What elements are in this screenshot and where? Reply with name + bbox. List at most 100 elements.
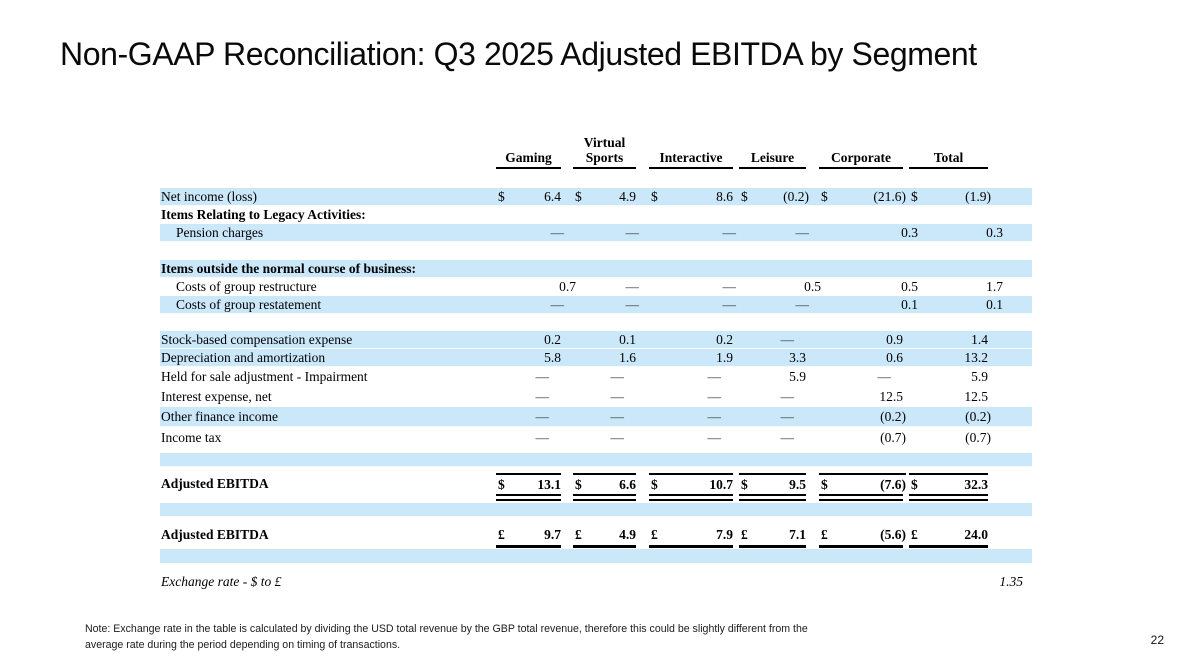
cell-content xyxy=(739,545,806,548)
cell-corporate: $ (7.6) xyxy=(819,473,908,494)
row-filler xyxy=(1008,224,1032,242)
cell-interactive: — xyxy=(664,278,753,296)
row-label: Held for sale adjustment - Impairment xyxy=(161,369,368,384)
cell-value: — xyxy=(707,389,722,404)
cell-content: $13.1 xyxy=(496,473,561,495)
cell-content: — xyxy=(649,427,733,448)
cell-content xyxy=(573,453,636,467)
cell-content xyxy=(573,260,636,278)
cell-content: (0.2) xyxy=(819,407,906,427)
row-label: Items Relating to Legacy Activities: xyxy=(161,207,366,222)
cell-leisure: £7.1 xyxy=(739,525,811,545)
currency-symbol: $ xyxy=(651,189,658,204)
cell-content: £ (5.6) xyxy=(819,525,906,545)
table-row xyxy=(160,494,1032,503)
row-label: Adjusted EBITDA xyxy=(161,476,269,491)
row-filler xyxy=(993,387,1032,407)
cell-content: $4.9 xyxy=(573,188,636,206)
cell-content: — xyxy=(496,367,561,387)
cell-total: 13.2 xyxy=(909,349,993,367)
cell-value: 13.2 xyxy=(964,350,988,365)
exchange-rate-value: 1.35 xyxy=(999,574,1023,589)
table-row: Costs of group restructure 0.7 — — 0.5 0.5 1.7 xyxy=(160,278,1032,296)
table-row: Other finance income — — — — (0.2) (0.2) xyxy=(160,407,1032,427)
cell-leisure xyxy=(739,314,811,331)
cell-content: — xyxy=(664,296,748,314)
cell-value: — xyxy=(550,297,565,312)
cell-content: $9.5 xyxy=(739,473,806,495)
row-filler xyxy=(993,349,1032,367)
cell-value: — xyxy=(795,297,810,312)
currency-symbol: $ xyxy=(651,477,658,492)
cell-total xyxy=(909,503,993,517)
column-header-virtual-sports: Virtual Sports xyxy=(573,124,641,169)
cell-value: 1.4 xyxy=(971,332,988,347)
cell-corporate: 0.5 xyxy=(834,278,923,296)
cell-leisure xyxy=(739,453,811,467)
cell-value: 5.8 xyxy=(544,350,561,365)
cell-content: $8.6 xyxy=(649,188,733,206)
cell-virtual-sports xyxy=(573,564,641,573)
row-filler xyxy=(993,427,1032,448)
cell-content xyxy=(496,517,561,525)
cell-interactive: — xyxy=(649,407,738,427)
cell-content: £9.7 xyxy=(496,525,561,545)
cell-gaming xyxy=(496,314,566,331)
cell-interactive xyxy=(649,494,738,503)
cell-total: £24.0 xyxy=(909,525,993,545)
cell-corporate: 0.1 xyxy=(834,296,923,314)
cell-corporate xyxy=(819,545,908,549)
cell-content xyxy=(649,494,733,501)
cell-content: $6.4 xyxy=(496,188,561,206)
cell-content: 0.2 xyxy=(649,331,733,349)
cell-content xyxy=(909,517,988,525)
cell-virtual-sports: — xyxy=(573,427,641,448)
cell-corporate xyxy=(819,260,908,278)
cell-gaming xyxy=(496,242,566,260)
cell-interactive: — xyxy=(664,296,753,314)
spacer-row xyxy=(160,549,1032,564)
cell-value: (7.6) xyxy=(880,477,906,492)
cell-interactive xyxy=(649,453,738,467)
cell-value: — xyxy=(610,429,625,445)
row-label: Depreciation and amortization xyxy=(161,350,326,365)
cell-corporate: (0.7) xyxy=(819,427,908,448)
cell-value: — xyxy=(610,389,625,404)
cell-content: (0.7) xyxy=(819,427,906,448)
column-header-label: Interactive xyxy=(649,124,733,169)
cell-virtual-sports xyxy=(573,494,641,503)
slide-title: Non-GAAP Reconciliation: Q3 2025 Adjuste… xyxy=(60,36,977,72)
cell-interactive: 1.9 xyxy=(649,349,738,367)
header-spacer xyxy=(160,169,1032,188)
cell-gaming: 5.8 xyxy=(496,349,566,367)
row-label: Items outside the normal course of busin… xyxy=(161,261,416,276)
cell-gaming xyxy=(496,206,566,224)
currency-symbol: £ xyxy=(498,527,505,542)
cell-content xyxy=(739,260,806,278)
table-row: Pension charges — — — — 0.3 0.3 xyxy=(160,224,1032,242)
currency-symbol: $ xyxy=(498,189,505,204)
row-label: Net income (loss) xyxy=(161,189,257,204)
cell-content xyxy=(649,242,733,260)
cell-content: 0.9 xyxy=(819,331,903,349)
table-row: Interest expense, net — — — — 12.5 12.5 xyxy=(160,387,1032,407)
column-header-corporate: Corporate xyxy=(819,124,908,169)
cell-value: 6.4 xyxy=(544,189,561,204)
cell-virtual-sports: — xyxy=(573,387,641,407)
cell-virtual-sports: $6.6 xyxy=(573,473,641,494)
cell-gaming: 0.7 xyxy=(511,278,581,296)
row-filler xyxy=(1008,278,1032,296)
cell-content xyxy=(739,503,806,517)
row-filler xyxy=(993,474,1032,494)
cell-corporate: 0.3 xyxy=(834,224,923,242)
cell-value: 0.3 xyxy=(901,225,918,240)
cell-content xyxy=(649,517,733,525)
cell-virtual-sports: — xyxy=(573,367,641,387)
currency-symbol: £ xyxy=(741,527,748,542)
cell-content: — xyxy=(511,224,576,242)
cell-content xyxy=(573,242,636,260)
currency-symbol: $ xyxy=(741,477,748,492)
cell-corporate: £ (5.6) xyxy=(819,525,908,545)
cell-content: — xyxy=(649,367,733,387)
currency-symbol: $ xyxy=(741,189,748,204)
